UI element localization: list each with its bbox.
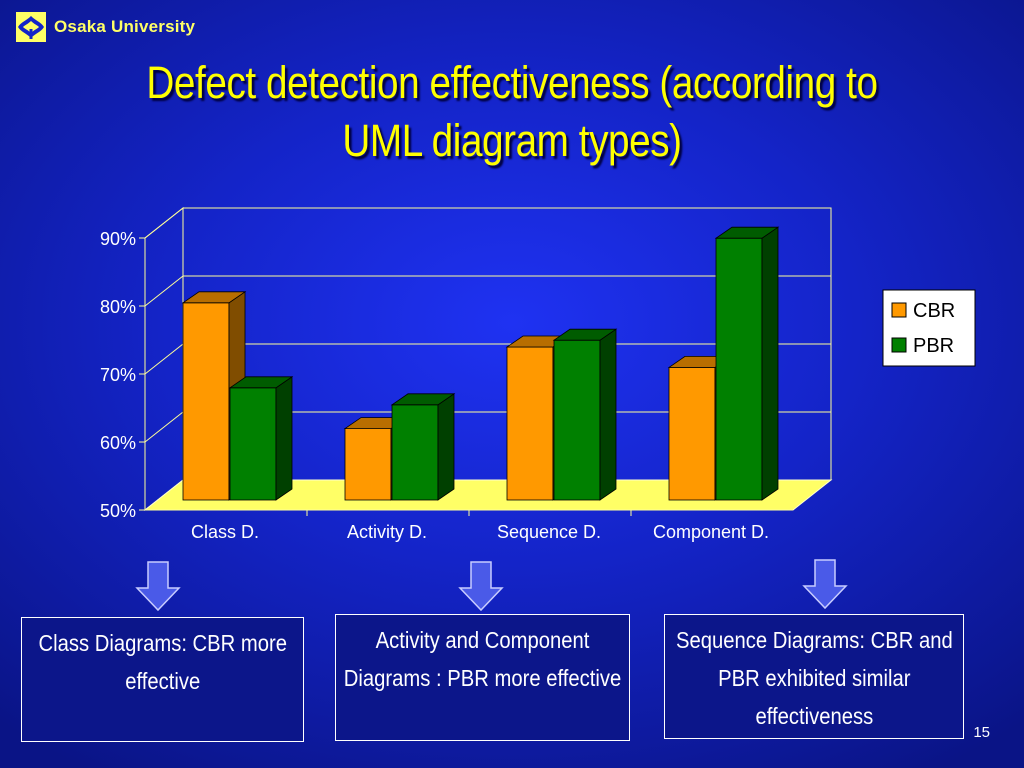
y-tick-label: 80% <box>100 297 136 317</box>
x-tick-label: Component D. <box>653 522 769 542</box>
bar-pbr-front <box>391 404 439 501</box>
logo-text: Osaka University <box>54 17 196 36</box>
y-tick-label: 90% <box>100 229 136 249</box>
y-tick-label: 70% <box>100 365 136 385</box>
note-text: Class Diagrams: CBR more effective <box>38 630 287 694</box>
down-arrow-icon <box>458 561 504 612</box>
bar-pbr-side <box>599 328 617 501</box>
bar-cbr-front <box>182 302 230 501</box>
bar-chart: 50% 60% 70% 80% 90% Class D. Activity D. Sequen… <box>100 206 976 542</box>
osaka-university-emblem-icon <box>16 12 46 42</box>
bar-cbr-front <box>344 428 392 501</box>
bar-pbr-top <box>390 393 456 406</box>
university-logo: Osaka University <box>16 12 195 42</box>
bar-pbr-top <box>552 328 618 341</box>
bar-pbr-top <box>714 226 780 239</box>
bar-cbr-front <box>668 366 716 501</box>
gridline-side <box>144 207 184 239</box>
gridline-side <box>144 343 184 375</box>
x-tick-label: Activity D. <box>347 522 427 542</box>
gridline-side <box>144 411 184 443</box>
sequence-diagram-note: Sequence Diagrams: CBR and PBR exhibited… <box>664 614 964 739</box>
down-arrow-icon <box>802 559 848 610</box>
x-tick-label: Sequence D. <box>497 522 601 542</box>
bar-pbr-front <box>715 237 763 501</box>
bar-cbr-front <box>506 346 554 501</box>
bar-pbr-side <box>437 393 455 501</box>
slide-title: Defect detection effectiveness (accordin… <box>146 57 878 166</box>
y-tick-label: 50% <box>100 501 136 521</box>
bar-pbr-front <box>553 339 601 501</box>
class-diagram-note: Class Diagrams: CBR more effective <box>21 617 304 742</box>
note-text: Sequence Diagrams: CBR and PBR exhibited… <box>675 627 953 729</box>
legend-swatch-cbr <box>891 302 907 318</box>
bar-pbr-side <box>275 376 293 501</box>
x-tick-label: Class D. <box>191 522 259 542</box>
legend-label-cbr: CBR <box>913 300 955 322</box>
activity-component-note: Activity and Component Diagrams : PBR mo… <box>335 614 630 741</box>
down-arrow-icon <box>135 561 181 612</box>
gridline-side <box>144 275 184 307</box>
bar-pbr-front <box>229 387 277 501</box>
bar-pbr-side <box>761 226 779 501</box>
page-number: 15 <box>973 724 990 741</box>
y-tick-label: 60% <box>100 433 136 453</box>
legend-label-pbr: PBR <box>913 335 954 357</box>
bar-cbr-top <box>181 291 247 304</box>
note-text: Activity and Component Diagrams : PBR mo… <box>343 627 622 691</box>
legend-swatch-pbr <box>891 337 907 353</box>
bar-pbr-top <box>228 376 294 389</box>
